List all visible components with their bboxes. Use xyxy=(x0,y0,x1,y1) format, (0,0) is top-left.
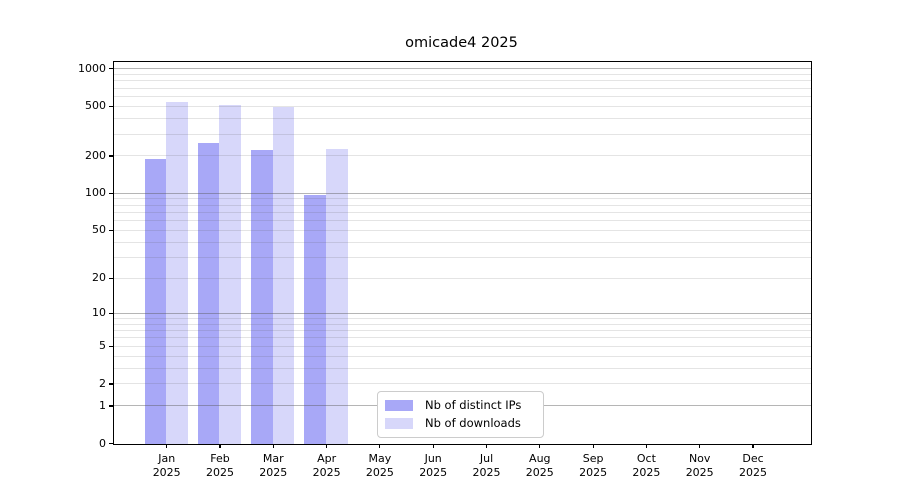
y-tick-label: 0 xyxy=(99,436,106,450)
y-tick-mark xyxy=(109,155,113,157)
bar-downloads-mar xyxy=(272,106,295,444)
minor-gridline xyxy=(114,118,811,119)
x-tick-label-jul: Jul 2025 xyxy=(472,452,501,479)
minor-gridline xyxy=(114,330,811,332)
x-tick-label-sep: Sep 2025 xyxy=(579,452,608,479)
bar-downloads-jan xyxy=(166,102,188,444)
x-tick-label-feb: Feb 2025 xyxy=(206,452,234,479)
x-tick-mark xyxy=(645,444,647,448)
x-tick-label-apr: Apr 2025 xyxy=(312,452,341,479)
x-tick-mark xyxy=(219,444,221,448)
minor-gridline xyxy=(114,96,811,98)
minor-gridline xyxy=(114,337,811,339)
bar-distinct-ips-apr xyxy=(304,194,326,444)
y-tick-mark xyxy=(109,229,113,231)
x-tick-mark xyxy=(166,444,168,448)
x-tick-label-aug: Aug 2025 xyxy=(525,452,554,479)
minor-gridline xyxy=(114,241,811,243)
x-tick-mark xyxy=(699,444,701,448)
minor-gridline xyxy=(114,229,811,231)
x-tick-label-dec: Dec 2025 xyxy=(739,452,767,479)
x-tick-label-jun: Jun 2025 xyxy=(419,452,448,479)
minor-gridline xyxy=(114,87,811,89)
x-tick-label-mar: Mar 2025 xyxy=(259,452,288,479)
legend-label-downloads: Nb of downloads xyxy=(425,416,521,430)
y-tick-label: 50 xyxy=(92,223,106,237)
minor-gridline xyxy=(114,198,811,200)
minor-gridline xyxy=(114,80,811,82)
y-tick-mark xyxy=(109,68,113,70)
x-tick-mark xyxy=(752,444,754,448)
y-tick-label: 2 xyxy=(99,376,106,390)
y-tick-mark xyxy=(109,105,113,108)
minor-gridline xyxy=(114,204,811,206)
x-tick-mark xyxy=(326,444,328,448)
minor-gridline xyxy=(114,133,811,135)
legend-swatch-distinct-ips xyxy=(385,399,413,412)
minor-gridline xyxy=(114,105,811,107)
major-gridline xyxy=(114,192,811,194)
y-tick-mark xyxy=(109,405,113,407)
y-tick-mark xyxy=(109,312,113,315)
y-tick-mark xyxy=(109,345,113,347)
y-tick-label: 1000 xyxy=(78,61,106,75)
y-tick-mark xyxy=(109,192,113,194)
y-tick-label: 5 xyxy=(99,339,106,353)
chart-title: omicade4 2025 xyxy=(405,35,518,51)
x-tick-mark xyxy=(272,444,274,448)
bar-distinct-ips-feb xyxy=(197,142,220,444)
y-tick-label: 500 xyxy=(85,99,106,113)
minor-gridline xyxy=(114,211,811,213)
x-tick-label-nov: Nov 2025 xyxy=(685,452,714,479)
x-tick-mark xyxy=(592,444,594,448)
legend-label-distinct-ips: Nb of distinct IPs xyxy=(425,398,522,412)
y-tick-label: 10 xyxy=(92,306,106,320)
x-tick-mark xyxy=(379,444,381,448)
legend-item-distinct-ips: Nb of distinct IPs xyxy=(385,397,534,414)
x-tick-label-oct: Oct 2025 xyxy=(632,452,661,479)
major-gridline xyxy=(114,68,811,70)
x-tick-label-may: May 2025 xyxy=(365,452,394,479)
y-tick-label: 200 xyxy=(85,148,106,162)
minor-gridline xyxy=(114,220,811,222)
y-tick-mark xyxy=(109,383,113,385)
x-tick-mark xyxy=(485,444,488,448)
minor-gridline xyxy=(114,345,811,347)
x-tick-mark xyxy=(432,444,434,448)
minor-gridline xyxy=(114,277,811,279)
x-tick-label-jan: Jan 2025 xyxy=(152,452,181,479)
minor-gridline xyxy=(114,383,811,385)
bar-distinct-ips-jan xyxy=(144,158,167,444)
y-tick-mark xyxy=(109,442,113,445)
minor-gridline xyxy=(114,355,811,357)
minor-gridline xyxy=(114,367,811,369)
x-tick-mark xyxy=(539,444,541,448)
minor-gridline xyxy=(114,318,811,320)
major-gridline xyxy=(114,312,811,314)
bar-distinct-ips-mar xyxy=(251,149,273,444)
bar-downloads-apr xyxy=(326,148,348,444)
bar-downloads-feb xyxy=(219,105,241,444)
plot-area: 0 1 2 5 10 20 50 100 200 500 1000 Jan 2025 Feb 2025 M… xyxy=(78,61,812,479)
legend-item-downloads: Nb of downloads xyxy=(385,415,534,432)
minor-gridline xyxy=(114,323,811,325)
minor-gridline xyxy=(114,256,811,258)
y-tick-mark xyxy=(109,277,113,279)
legend-swatch-downloads xyxy=(385,417,413,430)
minor-gridline xyxy=(114,155,811,157)
minor-gridline xyxy=(114,74,811,76)
y-tick-label: 1 xyxy=(99,398,106,412)
y-tick-label: 20 xyxy=(92,271,106,285)
legend: Nb of distinct IPs Nb of downloads xyxy=(377,391,544,438)
y-tick-label: 100 xyxy=(85,186,106,200)
